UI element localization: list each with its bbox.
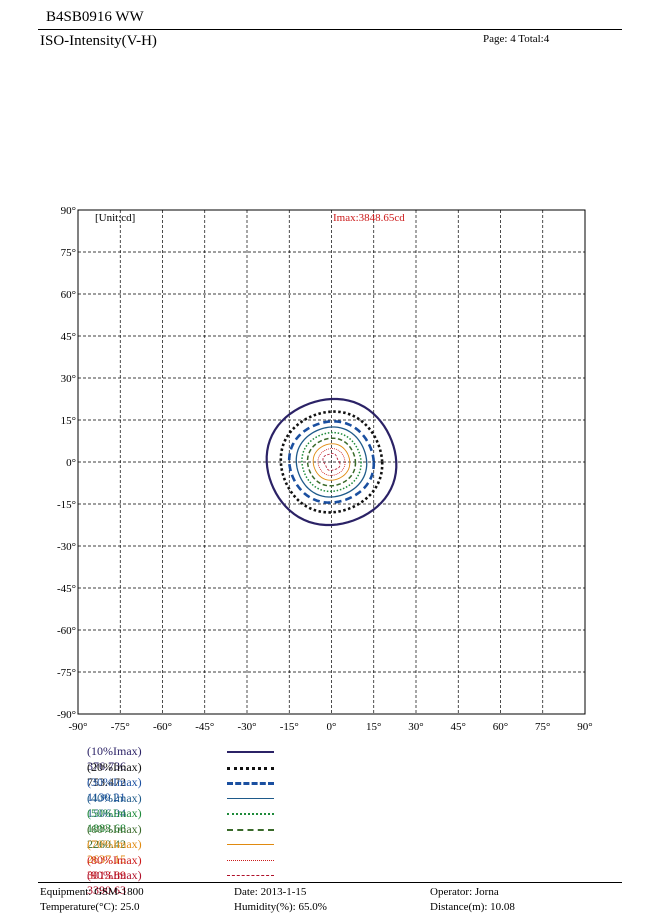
footer-divider [38, 882, 622, 883]
equipment-info: Equipment: GSM-1800 [40, 886, 144, 898]
x-tick-label: -60° [153, 721, 172, 733]
legend-label: (30%Imax) 1130.21 [87, 775, 142, 804]
legend-line-swatch [227, 813, 274, 815]
x-tick-label: -15° [280, 721, 299, 733]
legend-label: (60%Imax) 2260.42 [87, 821, 142, 851]
x-tick-label: 60° [493, 721, 508, 733]
document-title: B4SB0916 WW [46, 9, 144, 25]
legend-label: (70%Imax) 2637.15 [87, 837, 142, 866]
legend-label: (90%Imax) 3390.63 [87, 868, 142, 897]
x-tick-label: -90° [68, 721, 87, 733]
y-tick-label: 15° [61, 415, 76, 427]
distance-info: Distance(m): 10.08 [430, 901, 515, 913]
operator-info: Operator: Jorna [430, 886, 499, 898]
imax-label: Imax:3848.65cd [333, 212, 405, 224]
y-tick-label: 75° [61, 247, 76, 259]
contour-10-percent [265, 397, 398, 527]
date-info: Date: 2013-1-15 [234, 886, 307, 898]
x-tick-label: 30° [408, 721, 423, 733]
y-tick-label: 60° [61, 289, 76, 301]
chart-grid [77, 209, 586, 715]
contour-90-percent [322, 453, 341, 471]
contour-40-percent [295, 426, 368, 498]
contour-80-percent [317, 448, 346, 476]
x-tick-label: 75° [535, 721, 550, 733]
contour-70-percent [312, 443, 351, 481]
plot-frame [77, 209, 586, 715]
legend-line-swatch [227, 766, 274, 770]
legend-line-swatch [227, 751, 274, 753]
x-tick-label: 90° [577, 721, 592, 733]
y-tick-label: 30° [61, 373, 76, 385]
legend-line-swatch [227, 782, 274, 785]
chart-axes: -90° -75° -60° -45° -30° -15° 0° 15° 30° 45° 60° 75… [57, 205, 593, 733]
x-tick-label: 0° [327, 721, 337, 733]
y-tick-label: 45° [61, 331, 76, 343]
contour-60-percent [306, 437, 357, 487]
legend-label: (80%Imax) 3013.89 [87, 852, 142, 882]
contour-20-percent [279, 410, 384, 514]
header-divider [38, 29, 622, 30]
x-tick-label: 15° [366, 721, 381, 733]
legend-line-swatch [227, 797, 274, 799]
legend-label: (10%Imax) 376.736 [87, 744, 142, 773]
legend-line-swatch [227, 875, 274, 876]
chart-title: ISO-Intensity(V-H) [40, 33, 157, 49]
y-tick-label: -90° [57, 709, 76, 721]
y-tick-label: -30° [57, 541, 76, 553]
legend-line-swatch [227, 859, 274, 861]
contour-50-percent [301, 431, 362, 493]
contour-series [265, 397, 398, 527]
legend-label: (40%Imax) 1506.94 [87, 790, 142, 820]
temperature-info: Temperature(°C): 25.0 [40, 901, 140, 913]
x-tick-label: -75° [111, 721, 130, 733]
y-tick-label: 90° [61, 205, 76, 217]
page-indicator: Page: 4 Total:4 [483, 33, 550, 45]
legend-label: (20%Imax) 753.472 [87, 759, 142, 789]
legend-line-swatch [227, 844, 274, 845]
humidity-info: Humidity(%): 65.0% [234, 901, 327, 913]
legend-label: (50%Imax) 1883.68 [87, 806, 142, 835]
x-tick-label: 45° [451, 721, 466, 733]
y-tick-label: -15° [57, 499, 76, 511]
x-tick-label: -45° [195, 721, 214, 733]
y-tick-label: -60° [57, 625, 76, 637]
y-tick-label: -75° [57, 667, 76, 679]
x-tick-label: -30° [237, 721, 256, 733]
y-tick-label: 0° [66, 457, 76, 469]
y-tick-label: -45° [57, 583, 76, 595]
legend-line-swatch [227, 828, 274, 831]
unit-label: [Unit:cd] [95, 212, 135, 224]
